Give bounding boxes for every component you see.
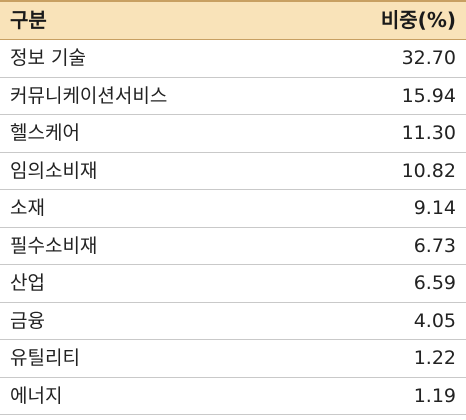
sector-weight: 4.05: [413, 309, 456, 332]
sector-name: 산업: [10, 272, 45, 294]
table-row: 소재 9.14: [0, 190, 466, 228]
sector-weight: 1.19: [413, 384, 456, 407]
sector-weight: 9.14: [413, 197, 456, 219]
sector-name: 금융: [10, 309, 45, 332]
sector-weight: 10.82: [401, 159, 456, 182]
sector-weight: 32.70: [401, 47, 456, 69]
table-row: 커뮤니케이션서비스 15.94: [0, 78, 466, 115]
sector-weight: 6.73: [413, 234, 456, 257]
sector-name: 임의소비재: [10, 159, 98, 182]
sector-name: 유틸리티: [10, 347, 80, 369]
sector-weight: 11.30: [401, 122, 456, 144]
sector-weight: 15.94: [401, 84, 456, 107]
sector-name: 커뮤니케이션서비스: [10, 84, 168, 107]
sector-name: 헬스케어: [10, 122, 80, 144]
header-weight: 비중(%): [380, 8, 456, 32]
table-header: 구분 비중(%): [0, 0, 466, 40]
sector-name: 에너지: [10, 384, 63, 407]
table-row: 산업 6.59: [0, 265, 466, 303]
sector-name: 정보 기술: [10, 47, 86, 69]
table-row: 헬스케어 11.30: [0, 115, 466, 153]
sector-name: 소재: [10, 197, 45, 219]
table-row: 에너지 1.19: [0, 378, 466, 415]
sector-weight: 1.22: [413, 347, 456, 369]
table-row: 필수소비재 6.73: [0, 228, 466, 265]
table-body: 정보 기술 32.70 커뮤니케이션서비스 15.94 헬스케어 11.30 임…: [0, 40, 466, 415]
sector-weight: 6.59: [413, 272, 456, 294]
sector-name: 필수소비재: [10, 234, 98, 257]
table-row: 금융 4.05: [0, 303, 466, 340]
header-category: 구분: [10, 8, 47, 32]
table-row: 유틸리티 1.22: [0, 340, 466, 378]
table-row: 임의소비재 10.82: [0, 153, 466, 190]
table-row: 정보 기술 32.70: [0, 40, 466, 78]
